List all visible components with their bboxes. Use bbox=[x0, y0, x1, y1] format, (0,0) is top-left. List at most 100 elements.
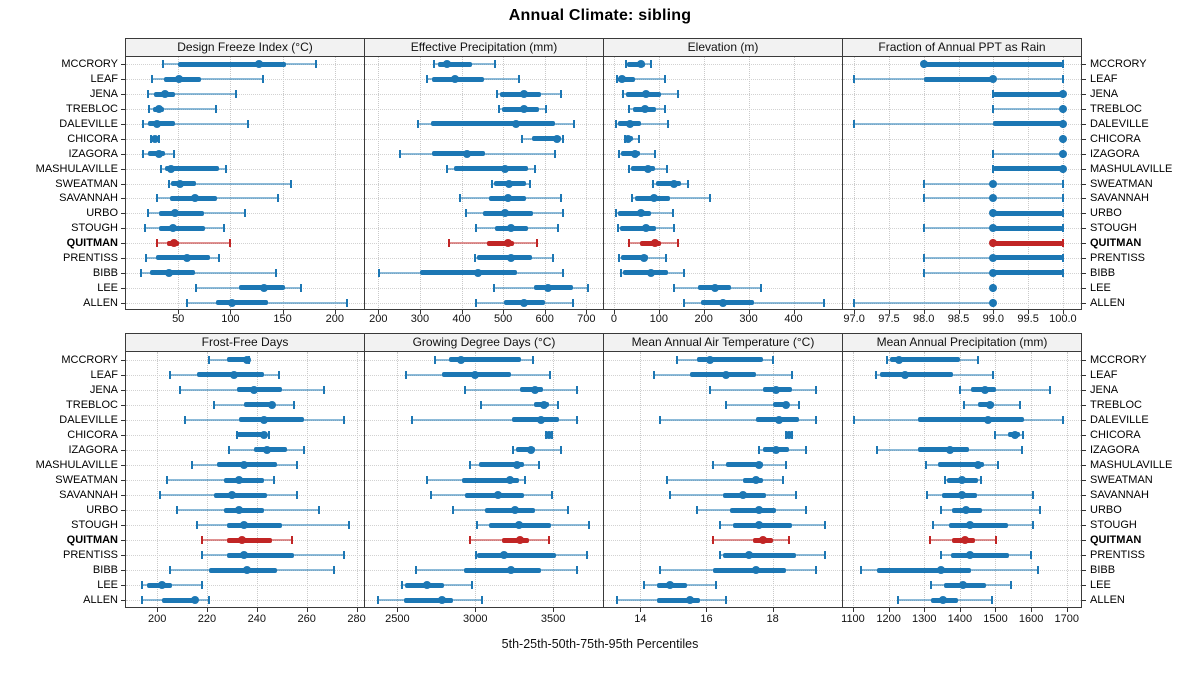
row-label-left: QUITMAN bbox=[66, 237, 118, 250]
interval-25th-75th bbox=[993, 270, 1063, 276]
median-dot bbox=[260, 415, 269, 424]
median-dot bbox=[235, 506, 244, 515]
interval-5th-95th bbox=[152, 78, 263, 81]
whisker-cap-95th bbox=[545, 105, 548, 114]
interval-25th-75th bbox=[404, 597, 454, 603]
gridline-horizontal bbox=[604, 79, 842, 81]
whisker-cap-95th bbox=[557, 224, 560, 233]
row-label-left: URBO bbox=[86, 207, 118, 220]
axis-tick-label: 280 bbox=[347, 613, 366, 625]
median-dot bbox=[710, 283, 719, 292]
gridline-vertical bbox=[419, 57, 421, 309]
row-label-left: MCCRORY bbox=[61, 353, 118, 366]
panel-plot bbox=[842, 57, 1082, 310]
whisker-cap-5th bbox=[885, 355, 888, 364]
whisker-cap-5th bbox=[922, 253, 925, 262]
median-dot bbox=[500, 551, 509, 560]
whisker-cap-5th bbox=[708, 385, 711, 394]
whisker-cap-5th bbox=[853, 298, 856, 307]
median-dot bbox=[166, 164, 175, 173]
median-dot bbox=[504, 239, 513, 248]
whisker-cap-5th bbox=[659, 566, 662, 575]
axis-tick bbox=[748, 310, 750, 314]
whisker-cap-95th bbox=[314, 60, 317, 69]
axis-tick bbox=[178, 310, 180, 314]
median-dot bbox=[965, 551, 974, 560]
axis-tick bbox=[923, 310, 925, 314]
median-dot bbox=[937, 566, 946, 575]
interval-25th-75th bbox=[993, 121, 1063, 127]
whisker-cap-5th bbox=[176, 506, 179, 515]
interval-5th-95th bbox=[513, 448, 561, 451]
interval-25th-75th bbox=[993, 240, 1063, 246]
median-dot bbox=[1058, 105, 1067, 114]
whisker-cap-95th bbox=[566, 506, 569, 515]
whisker-cap-5th bbox=[992, 105, 995, 114]
gridline-horizontal bbox=[365, 287, 603, 289]
gridline-horizontal bbox=[604, 198, 842, 200]
row-label-left: CHICORA bbox=[67, 428, 118, 441]
whisker-cap-5th bbox=[617, 224, 620, 233]
interval-5th-95th bbox=[959, 388, 1050, 391]
interval-25th-75th bbox=[889, 357, 960, 363]
whisker-cap-95th bbox=[663, 105, 666, 114]
interval-25th-75th bbox=[656, 181, 682, 186]
whisker-cap-5th bbox=[492, 283, 495, 292]
median-dot bbox=[176, 179, 185, 188]
whisker-cap-95th bbox=[814, 385, 817, 394]
row-label-right: MASHULAVILLE bbox=[1090, 458, 1173, 471]
axis-tick bbox=[544, 310, 546, 314]
gridline-horizontal bbox=[126, 138, 364, 140]
gridline-vertical bbox=[306, 352, 308, 607]
row-label-right: CHICORA bbox=[1090, 132, 1141, 145]
interval-5th-95th bbox=[411, 418, 578, 421]
interval-25th-75th bbox=[620, 255, 648, 261]
row-label-right: MCCRORY bbox=[1090, 353, 1147, 366]
whisker-cap-5th bbox=[146, 90, 149, 99]
row-label-right: IZAGORA bbox=[1090, 147, 1140, 160]
interval-25th-75th bbox=[479, 462, 525, 468]
whisker-cap-95th bbox=[234, 90, 237, 99]
interval-25th-75th bbox=[713, 567, 786, 573]
axis-tick-label: 600 bbox=[535, 313, 554, 325]
whisker-cap-5th bbox=[161, 60, 164, 69]
interval-25th-75th bbox=[639, 240, 662, 246]
panel-header: Effective Precipitation (mm) bbox=[364, 38, 604, 57]
row-tick-right bbox=[1082, 198, 1086, 200]
row-label-left: LEE bbox=[97, 579, 118, 592]
axis-tick-label: 200 bbox=[694, 313, 713, 325]
median-dot bbox=[182, 253, 191, 262]
row-label-left: DALEVILLE bbox=[59, 413, 118, 426]
whisker-cap-5th bbox=[426, 75, 429, 84]
whisker-cap-5th bbox=[158, 491, 161, 500]
whisker-cap-95th bbox=[247, 119, 250, 128]
interval-25th-75th bbox=[226, 552, 295, 558]
median-dot bbox=[164, 268, 173, 277]
axis-tick-label: 1500 bbox=[983, 613, 1008, 625]
panel-header: Mean Annual Air Temperature (°C) bbox=[603, 333, 843, 352]
interval-25th-75th bbox=[244, 402, 275, 408]
interval-25th-75th bbox=[918, 447, 969, 453]
whisker-cap-95th bbox=[559, 445, 562, 454]
panel-plot bbox=[364, 352, 604, 608]
whisker-cap-5th bbox=[669, 491, 672, 500]
row-tick-right bbox=[1082, 272, 1086, 274]
row-label-right: TREBLOC bbox=[1090, 398, 1142, 411]
gridline-horizontal bbox=[365, 585, 603, 587]
row-tick-left bbox=[121, 555, 125, 557]
axis-tick bbox=[995, 608, 997, 612]
row-label-left: PRENTISS bbox=[62, 251, 118, 264]
median-dot bbox=[639, 253, 648, 262]
whisker-cap-5th bbox=[166, 476, 169, 484]
gridline-vertical bbox=[888, 352, 890, 607]
whisker-cap-95th bbox=[517, 75, 520, 84]
gridline-horizontal bbox=[604, 213, 842, 215]
whisker-cap-95th bbox=[725, 596, 728, 605]
median-dot bbox=[515, 536, 524, 545]
whisker-cap-95th bbox=[666, 119, 669, 128]
row-label-right: PRENTISS bbox=[1090, 549, 1146, 562]
interval-25th-75th bbox=[631, 166, 656, 172]
whisker-cap-95th bbox=[771, 355, 774, 364]
interval-5th-95th bbox=[726, 403, 800, 406]
axis-tick bbox=[282, 310, 284, 314]
